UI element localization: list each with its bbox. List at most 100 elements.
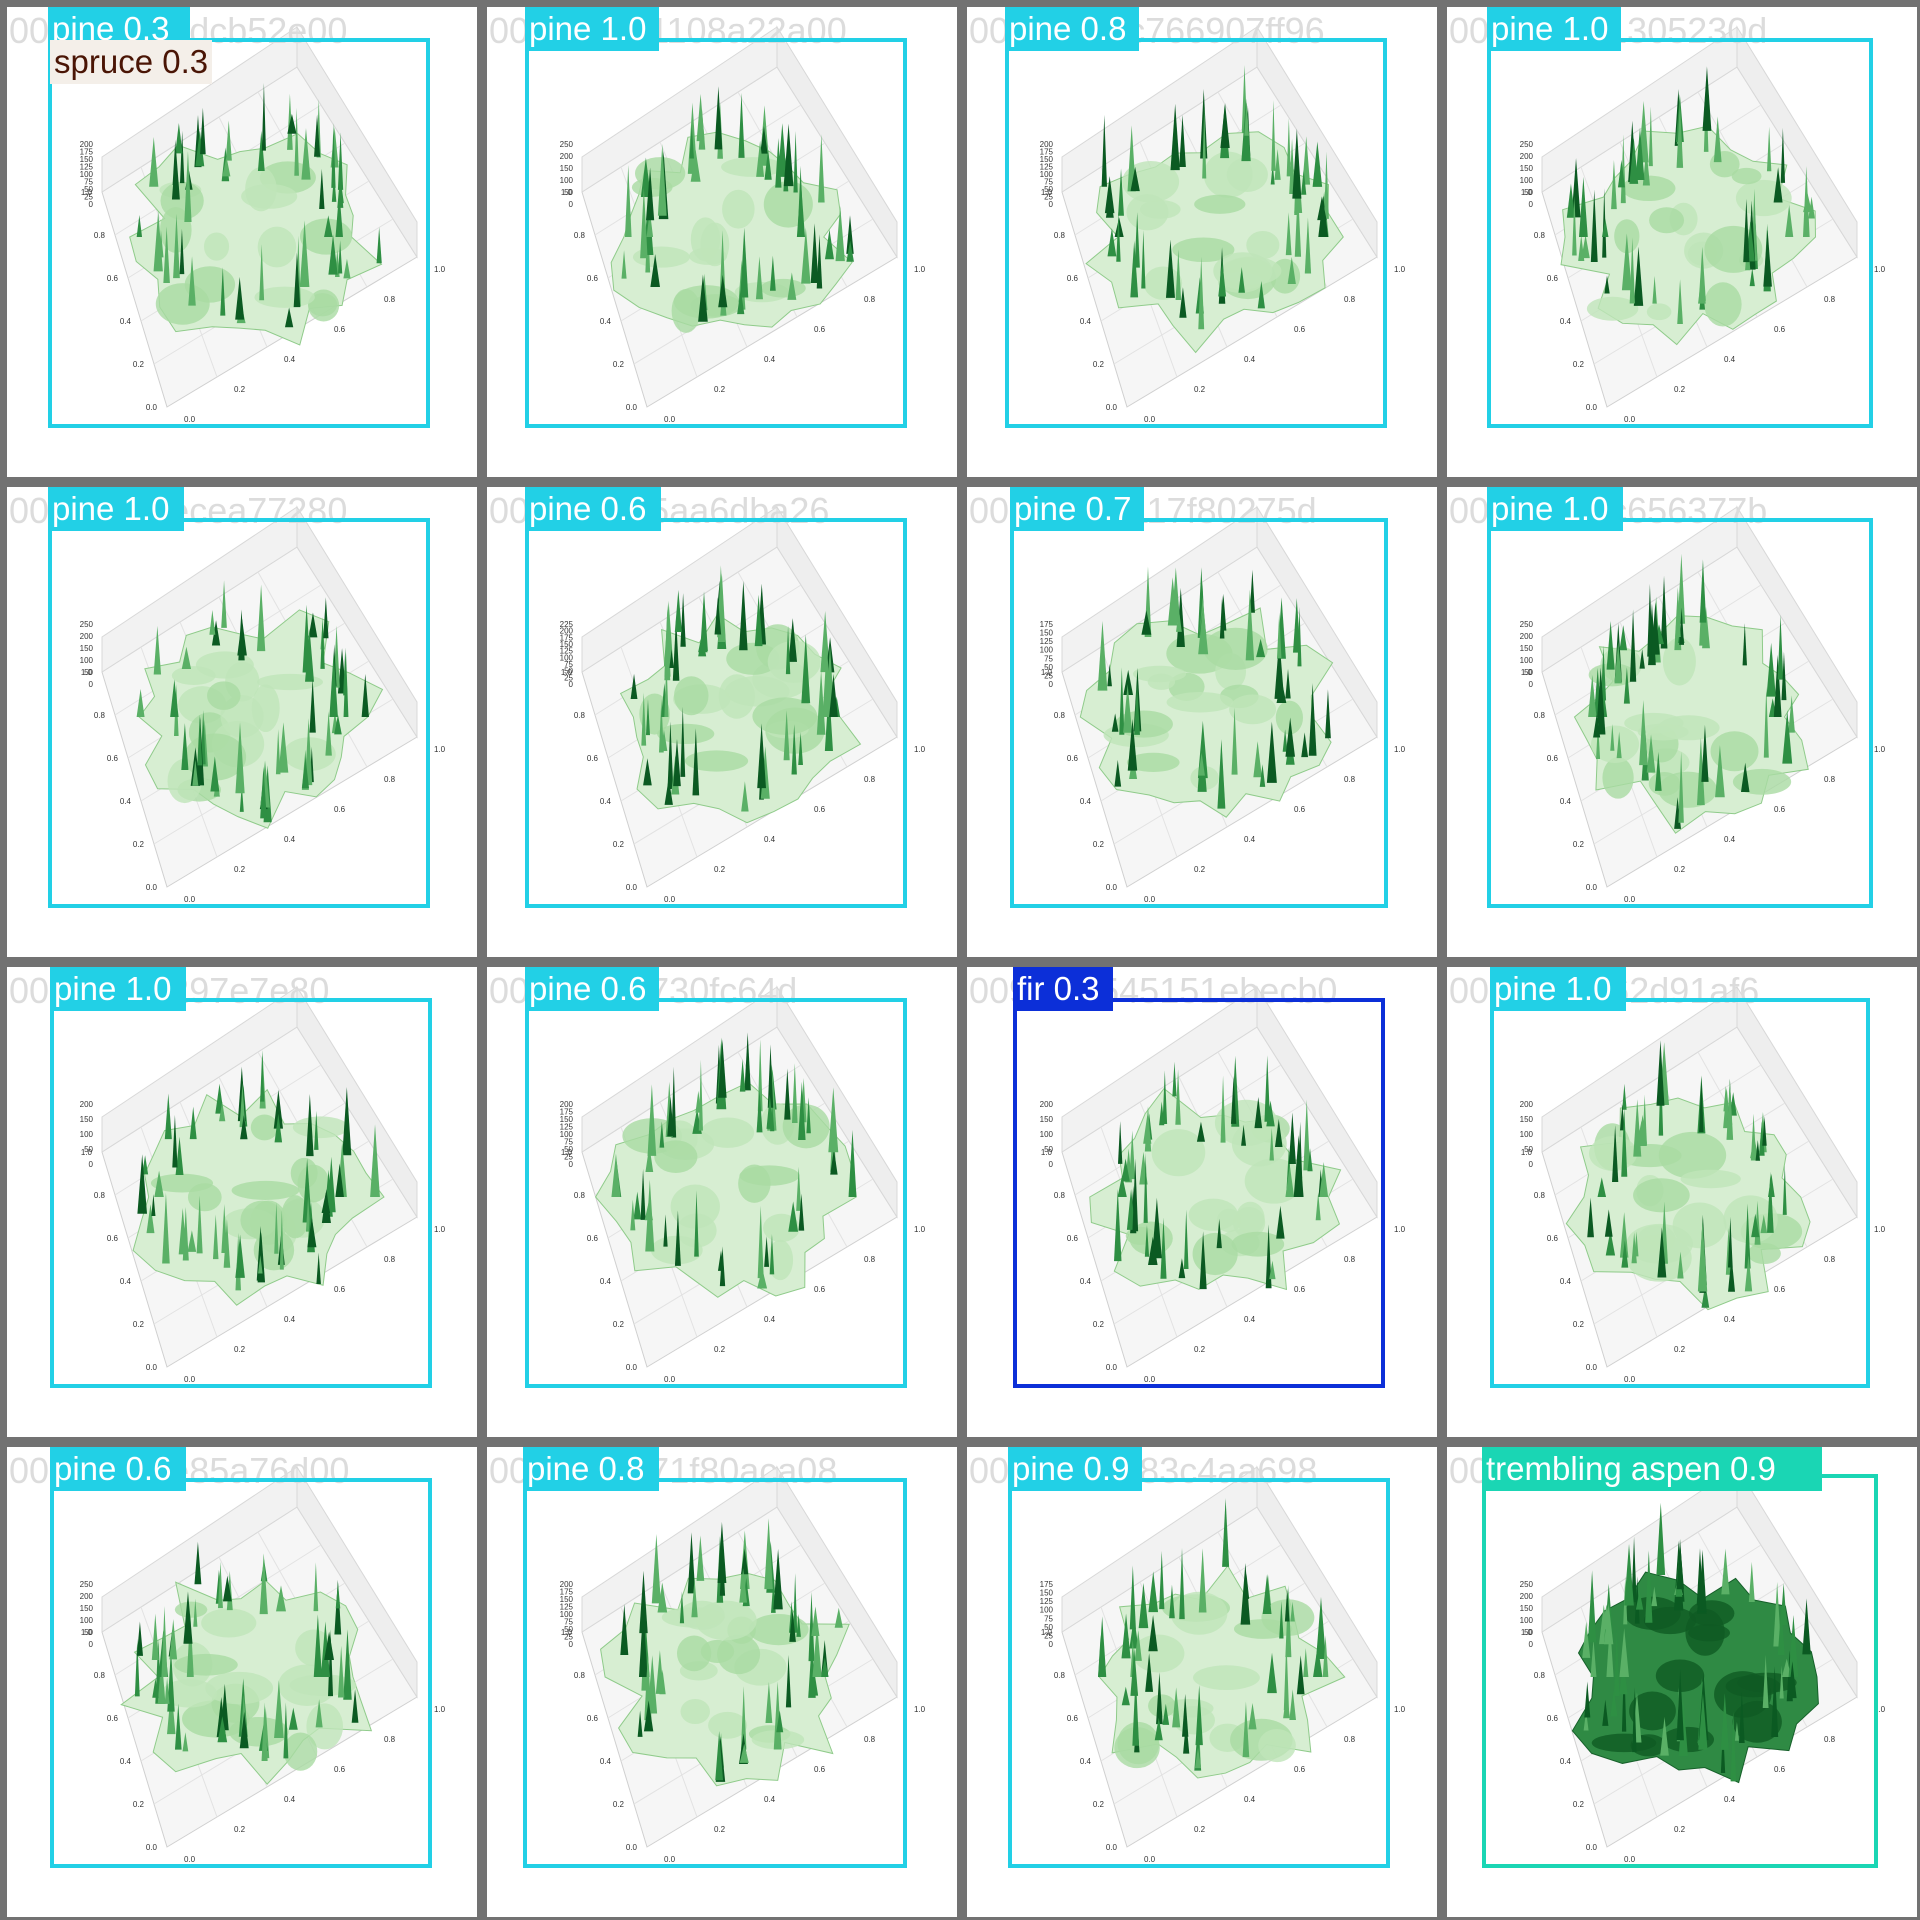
surface-spike	[326, 714, 331, 755]
surface-spike	[719, 230, 726, 296]
surface-spike	[179, 228, 185, 275]
detection-label: pine 1.0	[50, 967, 186, 1011]
surface-spike	[1721, 1548, 1730, 1595]
surface-patch	[281, 1195, 310, 1239]
surface-spike	[1646, 734, 1656, 773]
surface-patch	[201, 1608, 257, 1638]
surface-spike	[769, 255, 776, 291]
z-tick-label: 50	[1524, 1145, 1533, 1154]
detection-label: pine 0.6	[525, 967, 659, 1011]
surface-spike	[1111, 713, 1119, 732]
surface-spike	[335, 1163, 344, 1197]
surface-spike	[1294, 187, 1302, 257]
surface-spike	[620, 1604, 629, 1655]
surface-spike	[796, 1613, 801, 1637]
surface-spike	[184, 151, 192, 222]
surface-spike	[1773, 654, 1782, 717]
x-tick-label: 1.0	[1874, 745, 1886, 754]
x-tick-label: 0.4	[284, 1315, 296, 1324]
y-tick-label: 0.2	[1093, 360, 1105, 369]
y-tick-label: 0.0	[146, 403, 158, 412]
surface-spike	[1782, 1164, 1787, 1215]
x-tick-label: 0.0	[184, 1375, 196, 1384]
z-tick-label: 0	[569, 1160, 574, 1169]
surface-spike	[1282, 729, 1288, 752]
surface-spike	[217, 1716, 228, 1743]
y-tick-label: 0.8	[1534, 231, 1546, 240]
surface-spike	[1200, 88, 1208, 159]
surface-spike	[1292, 128, 1302, 199]
z-tick-label: 100	[1520, 1130, 1534, 1139]
x-tick-label: 0.4	[1244, 1795, 1256, 1804]
y-tick-label: 0.2	[613, 360, 625, 369]
surface-patch	[1258, 1728, 1296, 1763]
surface-spike	[1313, 1645, 1323, 1677]
detection-box	[48, 38, 430, 428]
surface-patch	[678, 1600, 725, 1630]
surface-patch	[752, 697, 818, 735]
surface-spike	[313, 1562, 319, 1612]
surface-spike	[1698, 246, 1706, 301]
surface-spike	[320, 617, 325, 669]
surface-spike	[834, 1607, 843, 1628]
surface-spike	[186, 1613, 194, 1677]
surface-spike	[1660, 575, 1668, 649]
surface-spike	[1773, 1581, 1781, 1647]
surface-spike	[791, 1063, 798, 1124]
x-tick-label: 0.8	[384, 1255, 396, 1264]
surface-spike	[1293, 1135, 1304, 1197]
surface-spike	[1254, 1097, 1263, 1129]
surface-spike	[1288, 1112, 1296, 1164]
surface-spike	[1652, 275, 1657, 304]
z-tick-label: 50	[564, 188, 573, 197]
z-tick-label: 200	[80, 632, 94, 641]
surface-spike	[818, 134, 825, 203]
surface-spike	[1123, 684, 1133, 733]
detection-box	[1482, 1474, 1878, 1868]
surface-spike	[223, 1218, 231, 1268]
prediction-tile: 0.0 0.2 0.4 0.6 0.8 1.0 0.0 0.2 0.4 0.6 0.8 1.0 225 2…	[487, 487, 957, 957]
surface-spike	[1217, 738, 1226, 809]
y-tick-label: 0.8	[1054, 711, 1066, 720]
surface-spike	[261, 82, 266, 151]
surface-spike	[1315, 1192, 1321, 1221]
surface-spike	[773, 1548, 783, 1610]
z-tick-label: 25	[84, 193, 93, 202]
surface-spike	[1114, 1188, 1122, 1262]
z-tick-label: 50	[1044, 1145, 1053, 1154]
y-tick-label: 0.4	[1080, 1277, 1092, 1286]
surface-spike	[175, 123, 183, 154]
surface-spike	[1279, 1601, 1284, 1639]
surface-spike	[1117, 1175, 1127, 1197]
surface-spike	[1780, 127, 1786, 183]
z-tick-label: 125	[560, 1603, 574, 1612]
surface-spike	[1202, 107, 1207, 179]
y-tick-label: 0.4	[600, 797, 612, 806]
z-tick-label: 0	[569, 200, 574, 209]
surface-spike	[1610, 723, 1615, 751]
surface-spike	[672, 617, 680, 681]
surface-plot: 0.0 0.2 0.4 0.6 0.8 1.0 0.0 0.2 0.4 0.6 0.8 1.0 250 2…	[1520, 1465, 1886, 1864]
surface-spike	[1097, 621, 1108, 691]
surface-spike	[1656, 1502, 1666, 1575]
z-tick-label: 150	[80, 644, 94, 653]
z-tick-label: 200	[1520, 1592, 1534, 1601]
surface-spike	[1302, 136, 1311, 185]
surface-spike	[757, 723, 766, 789]
surface-spike	[225, 120, 232, 161]
x-tick-label: 0.0	[184, 895, 196, 904]
y-tick-label: 0.8	[574, 711, 586, 720]
z-tick-label: 150	[1520, 1604, 1534, 1613]
z-tick-label: 75	[564, 660, 573, 669]
detection-box	[1005, 38, 1387, 428]
surface-spike	[1216, 1218, 1222, 1249]
surface-spike	[816, 234, 823, 289]
surface-spike	[1195, 1685, 1203, 1746]
y-tick-label: 0.0	[146, 1843, 158, 1852]
x-tick-label: 0.0	[664, 415, 676, 424]
surface-spike	[789, 1610, 796, 1642]
x-tick-label: 0.4	[1244, 1315, 1256, 1324]
surface-spike	[1584, 1681, 1591, 1718]
surface-spike	[1169, 1584, 1175, 1619]
surface-spike	[1287, 256, 1296, 284]
